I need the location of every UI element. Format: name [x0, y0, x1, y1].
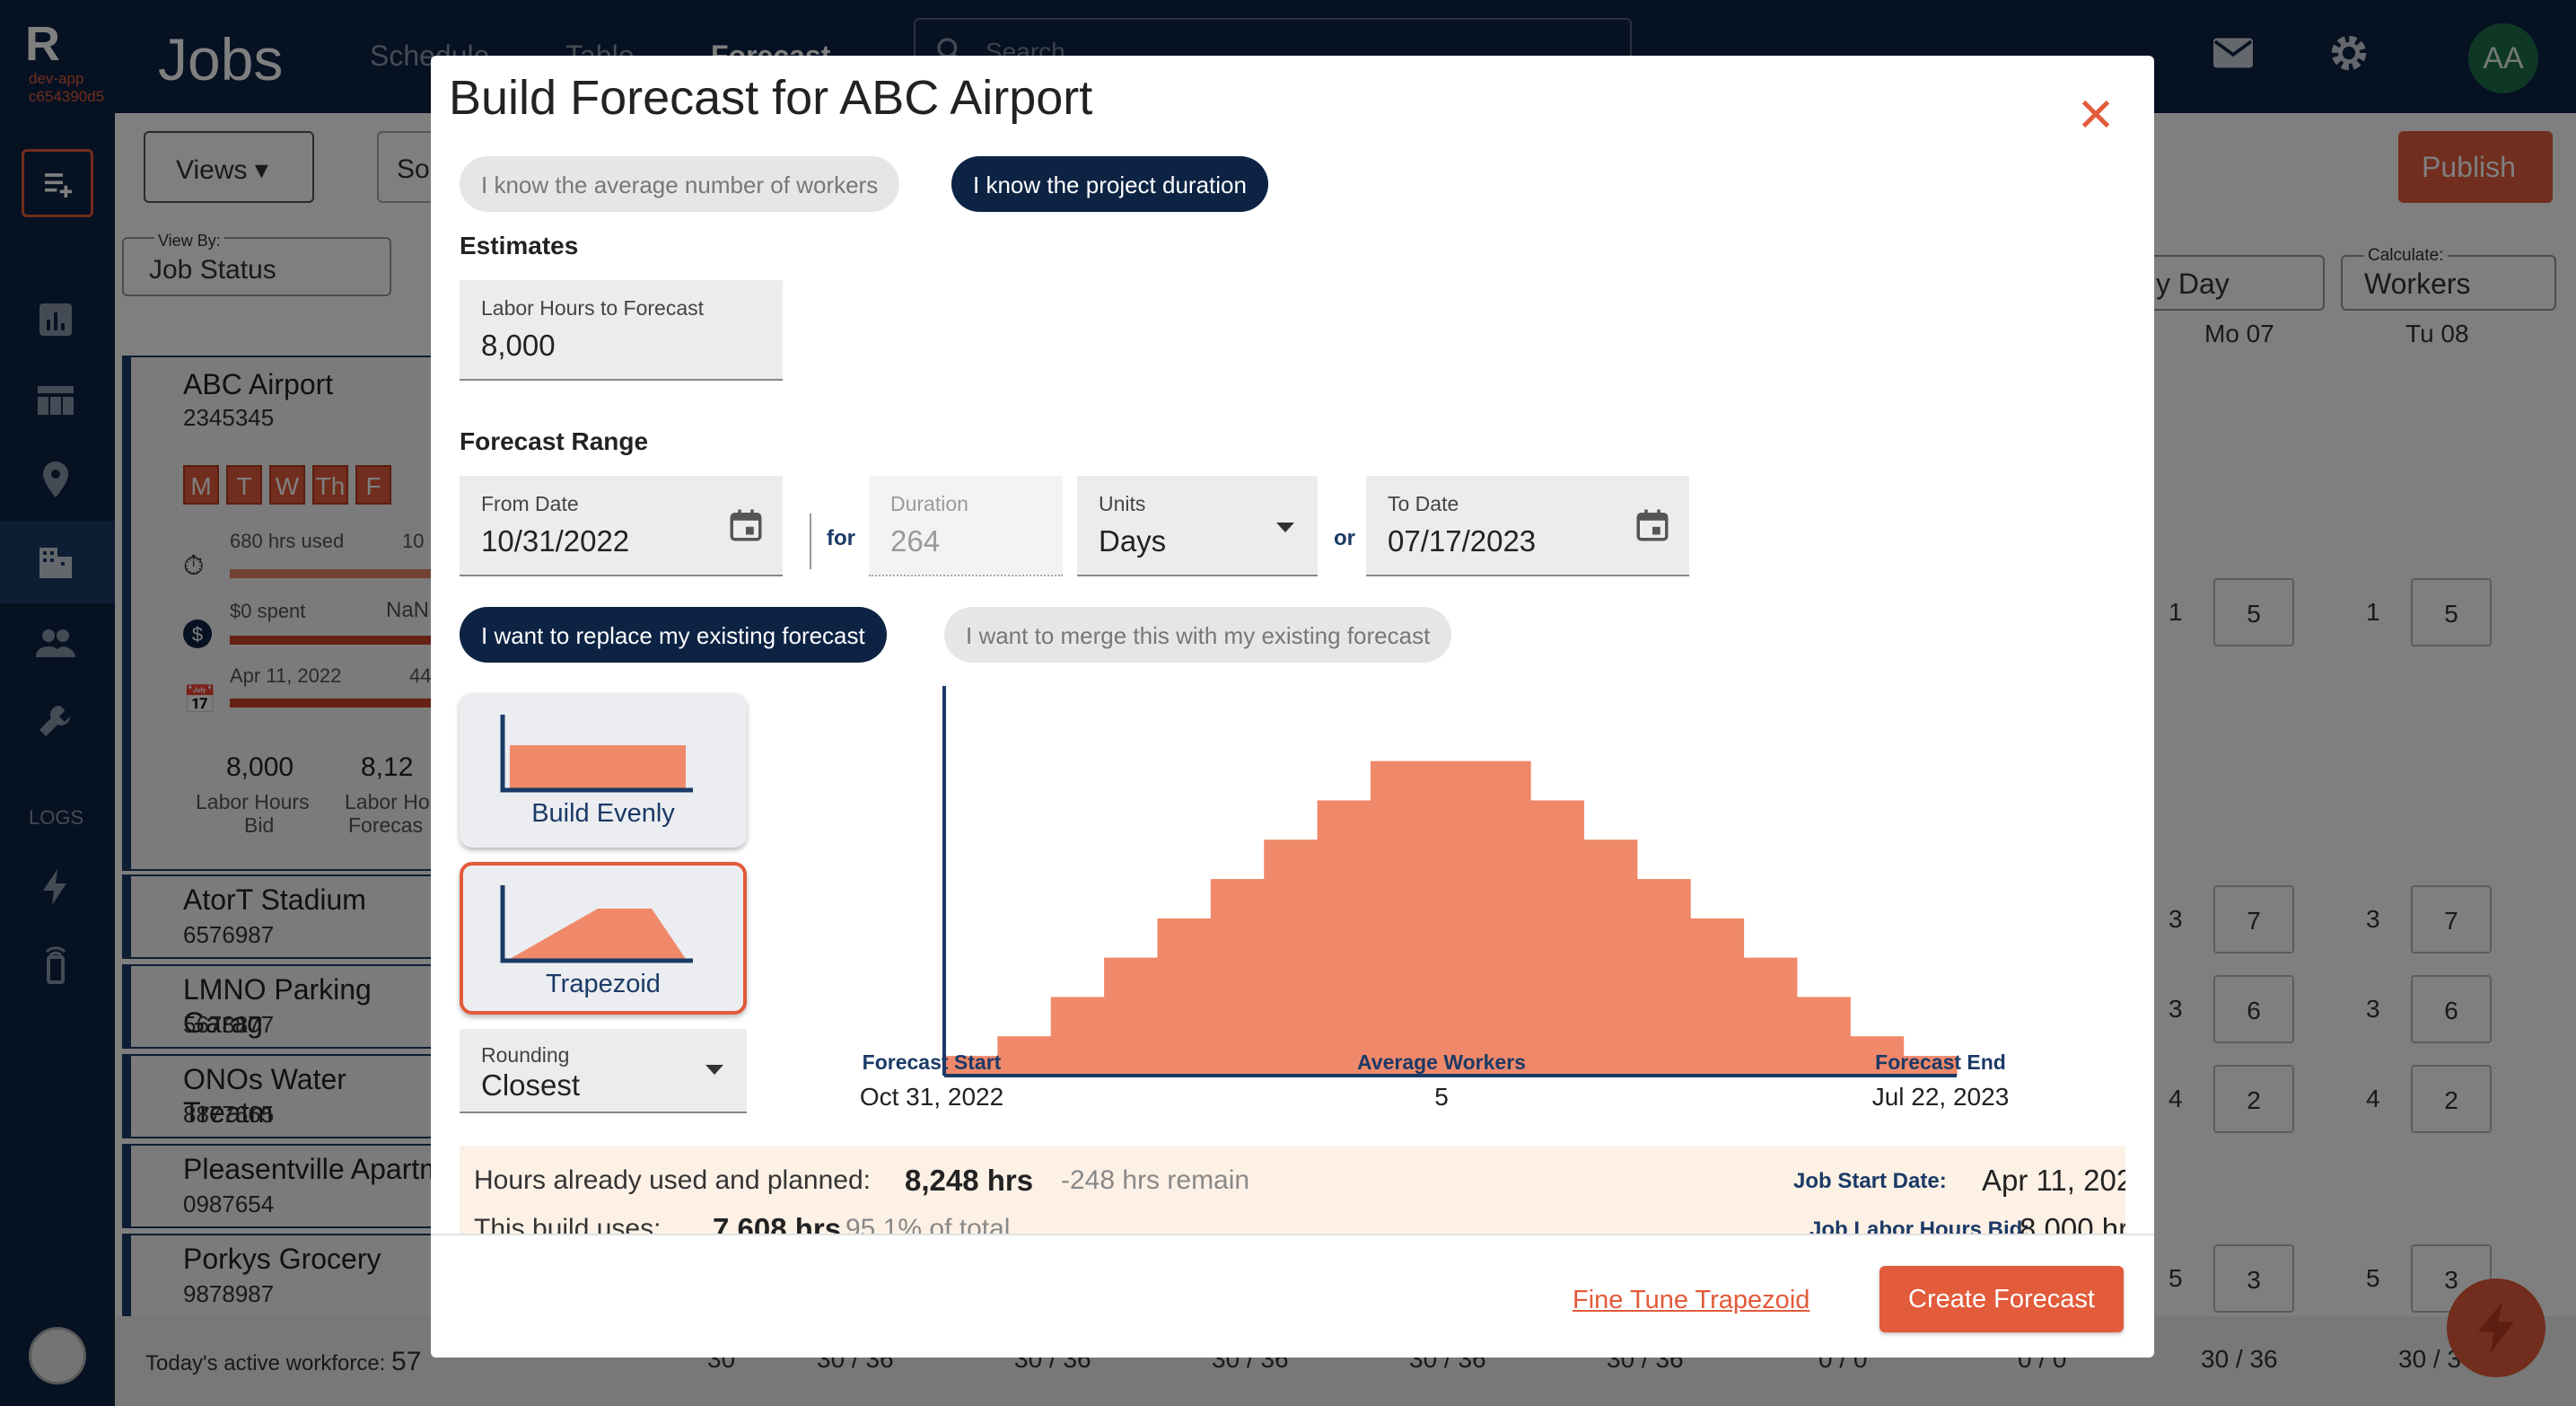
rounding-label: Rounding — [481, 1043, 570, 1067]
for-label: for — [827, 526, 855, 550]
estimates-label: Estimates — [460, 232, 579, 259]
create-forecast-button[interactable]: Create Forecast — [1879, 1266, 2124, 1332]
rounding-select[interactable]: Rounding Closest — [460, 1029, 747, 1113]
even-shape-icon — [500, 715, 693, 793]
build-forecast-dialog: Build Forecast for ABC Airport I know th… — [431, 56, 2154, 1358]
forecast-start-label: Forecast Start — [862, 1050, 1002, 1074]
build-evenly-option[interactable]: Build Evenly — [460, 693, 747, 848]
chart-step — [1370, 760, 1424, 1076]
labor-hours-label: Labor Hours to Forecast — [481, 296, 705, 320]
units-label: Units — [1099, 492, 1146, 515]
chart-step — [1743, 957, 1798, 1076]
chevron-down-icon — [705, 1065, 723, 1075]
chart-step — [1530, 800, 1585, 1076]
duration-field: Duration 264 — [869, 476, 1063, 576]
hours-used-label: Hours already used and planned: — [474, 1165, 871, 1195]
forecast-start-value: Oct 31, 2022 — [859, 1083, 1004, 1111]
job-start-label: Job Start Date: — [1793, 1169, 1947, 1193]
mode-duration-chip[interactable]: I know the project duration — [951, 156, 1268, 212]
average-workers-value: 5 — [1434, 1083, 1449, 1111]
trapezoid-option[interactable]: Trapezoid — [460, 862, 747, 1015]
chart-step — [997, 1036, 1052, 1076]
merge-forecast-chip[interactable]: I want to merge this with my existing fo… — [944, 607, 1452, 663]
average-workers-label: Average Workers — [1357, 1050, 1526, 1074]
dialog-title: Build Forecast for ABC Airport — [449, 71, 1093, 125]
calendar-icon[interactable] — [1634, 505, 1671, 546]
chart-step — [944, 1056, 998, 1076]
chart-step — [1903, 1056, 1958, 1076]
chart-step — [1210, 879, 1265, 1076]
from-date-field[interactable]: From Date 10/31/2022 — [460, 476, 783, 576]
chart-step — [1636, 879, 1691, 1076]
chart-step — [1264, 839, 1319, 1076]
chevron-down-icon — [1276, 523, 1294, 532]
units-select[interactable]: Units Days — [1077, 476, 1318, 576]
build-evenly-label: Build Evenly — [531, 799, 675, 828]
chart-step — [1850, 1036, 1905, 1076]
units-value: Days — [1099, 524, 1167, 558]
chart-step — [1104, 957, 1159, 1076]
chart-step — [1157, 918, 1212, 1076]
chart-step — [1583, 839, 1638, 1076]
rounding-value: Closest — [481, 1068, 581, 1102]
forecast-end-value: Jul 22, 2023 — [1871, 1083, 2010, 1111]
from-date-input[interactable]: 10/31/2022 — [481, 524, 630, 558]
forecast-end-label: Forecast End — [1875, 1050, 2006, 1074]
mode-workers-chip[interactable]: I know the average number of workers — [460, 156, 900, 212]
labor-hours-field[interactable]: Labor Hours to Forecast 8,000 — [460, 280, 783, 381]
calendar-icon[interactable] — [727, 505, 765, 546]
job-start-value: Apr 11, 2022 — [1982, 1164, 2125, 1197]
trapezoid-shape-icon — [500, 885, 693, 963]
chart-step — [1796, 997, 1851, 1076]
forecast-range-label: Forecast Range — [460, 427, 649, 455]
hours-remain: -248 hrs remain — [1061, 1165, 1250, 1195]
chart-step — [1476, 760, 1531, 1076]
dialog-footer: Fine Tune Trapezoid Create Forecast — [431, 1234, 2154, 1358]
chart-step — [1424, 760, 1478, 1076]
or-label: or — [1334, 526, 1355, 550]
fine-tune-trapezoid-link[interactable]: Fine Tune Trapezoid — [1573, 1286, 1810, 1314]
forecast-chart — [942, 686, 1958, 1077]
to-date-field[interactable]: To Date 07/17/2023 — [1366, 476, 1689, 576]
duration-input: 264 — [890, 524, 941, 558]
close-icon[interactable] — [2075, 93, 2116, 135]
to-date-input[interactable]: 07/17/2023 — [1388, 524, 1537, 558]
divider — [810, 514, 811, 569]
trapezoid-label: Trapezoid — [546, 970, 661, 998]
labor-hours-input[interactable]: 8,000 — [481, 329, 556, 362]
to-date-label: To Date — [1388, 492, 1459, 515]
chart-step — [1050, 997, 1105, 1076]
chart-step — [1317, 800, 1371, 1076]
from-date-label: From Date — [481, 492, 579, 515]
duration-label: Duration — [890, 492, 968, 515]
chart-step — [1690, 918, 1745, 1076]
hours-used-value: 8,248 hrs — [905, 1164, 1034, 1197]
replace-forecast-chip[interactable]: I want to replace my existing forecast — [460, 607, 887, 663]
